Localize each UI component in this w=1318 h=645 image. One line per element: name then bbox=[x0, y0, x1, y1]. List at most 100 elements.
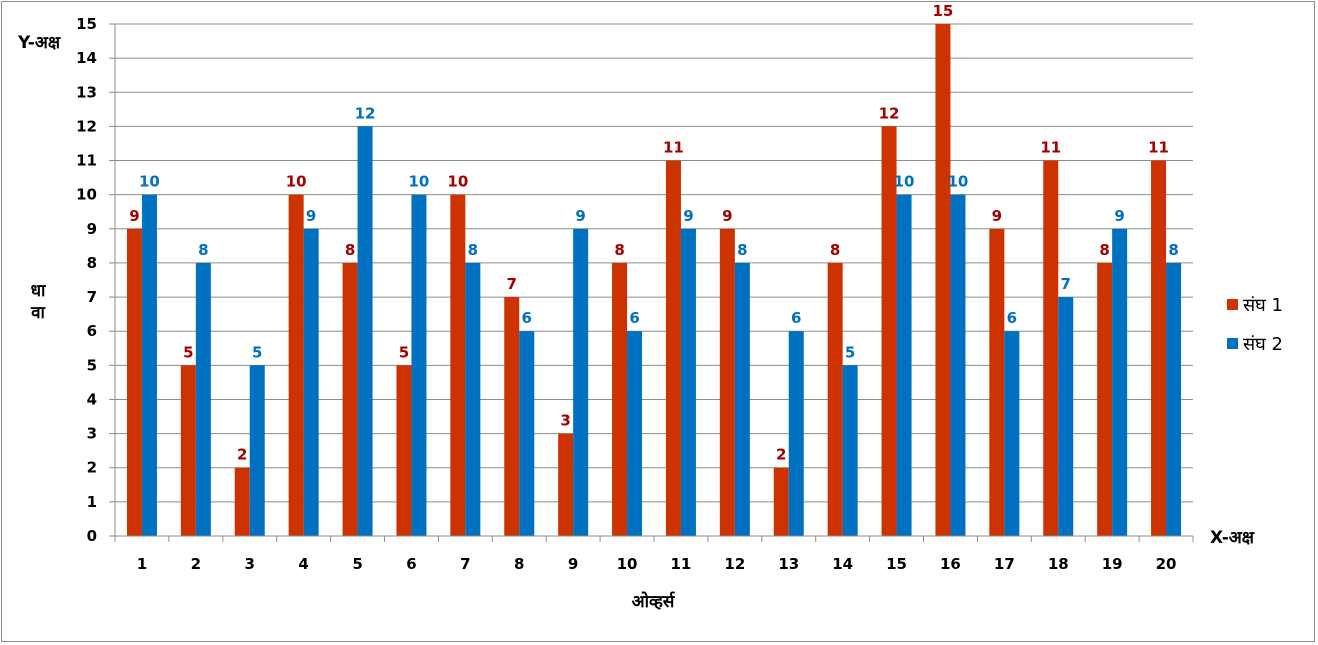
legend-label-series-1: संघ 1 bbox=[1243, 295, 1283, 316]
bar-series-2 bbox=[357, 126, 373, 537]
y-tick-label: 8 bbox=[87, 254, 97, 272]
data-label-series-1: 15 bbox=[933, 2, 954, 20]
x-tick-label: 11 bbox=[671, 555, 692, 573]
bar-series-1 bbox=[719, 228, 735, 537]
data-label-series-2: 8 bbox=[1168, 241, 1178, 259]
data-label-series-2: 9 bbox=[575, 207, 585, 225]
data-label-series-2: 6 bbox=[522, 309, 532, 327]
y-tick-label: 7 bbox=[87, 288, 97, 306]
y-axis-title: धा वा bbox=[30, 281, 46, 323]
x-tick-label: 8 bbox=[514, 555, 524, 573]
data-label-series-1: 9 bbox=[722, 207, 732, 225]
legend-swatch-series-2 bbox=[1227, 338, 1238, 349]
data-label-series-1: 8 bbox=[345, 241, 355, 259]
y-tick-label: 6 bbox=[87, 322, 97, 340]
x-tick-label: 19 bbox=[1102, 555, 1123, 573]
bar-series-2 bbox=[788, 331, 804, 536]
bar-series-2 bbox=[411, 194, 427, 536]
x-axis-title: ओव्हर्स bbox=[632, 591, 676, 612]
data-label-series-2: 6 bbox=[1007, 309, 1017, 327]
x-tick-label: 9 bbox=[568, 555, 578, 573]
y-tick-label: 11 bbox=[76, 152, 97, 170]
x-tick-label: 18 bbox=[1048, 555, 1069, 573]
bar-series-1 bbox=[989, 228, 1005, 537]
data-label-series-1: 11 bbox=[1040, 139, 1061, 157]
data-label-series-2: 10 bbox=[409, 173, 430, 191]
data-label-series-1: 11 bbox=[1148, 139, 1169, 157]
bar-series-1 bbox=[342, 262, 358, 536]
legend-swatch-series-1 bbox=[1227, 299, 1238, 310]
y-tick-label: 14 bbox=[76, 49, 97, 67]
bar-series-2 bbox=[627, 331, 643, 536]
y-tick-label: 15 bbox=[76, 15, 97, 33]
x-tick-label: 3 bbox=[245, 555, 255, 573]
bar-series-2 bbox=[734, 262, 750, 536]
data-label-series-1: 3 bbox=[560, 412, 570, 430]
data-label-series-1: 8 bbox=[1099, 241, 1109, 259]
data-label-series-1: 5 bbox=[399, 343, 409, 361]
bar-series-1 bbox=[234, 467, 250, 536]
gridlines bbox=[115, 23, 1193, 503]
x-tick-label: 7 bbox=[460, 555, 470, 573]
bar-series-1 bbox=[126, 228, 142, 537]
data-labels: 9 5 2 10 8 5 10 7 3 8 11 9 2 8 12 15 9 11 8 11 10 8 5 9 12 10 8 6 9 6… bbox=[129, 2, 1179, 464]
y-tick-label: 9 bbox=[87, 220, 97, 238]
y-tick-label: 0 bbox=[87, 527, 97, 545]
data-label-series-2: 9 bbox=[683, 207, 693, 225]
y-tick-label: 1 bbox=[87, 493, 97, 511]
y-tick-label: 2 bbox=[87, 459, 97, 477]
x-tick-label: 13 bbox=[778, 555, 799, 573]
x-tick-label: 1 bbox=[137, 555, 147, 573]
x-tick-label: 14 bbox=[832, 555, 853, 573]
bar-series-2 bbox=[1112, 228, 1128, 537]
data-label-series-1: 9 bbox=[992, 207, 1002, 225]
legend: संघ 1 संघ 2 bbox=[1227, 295, 1283, 355]
bar-series-1 bbox=[773, 467, 789, 536]
bars bbox=[126, 24, 1182, 537]
x-tick-label: 4 bbox=[298, 555, 308, 573]
x-tick-label: 5 bbox=[352, 555, 362, 573]
data-label-series-1: 8 bbox=[830, 241, 840, 259]
data-label-series-1: 8 bbox=[614, 241, 624, 259]
x-tick-label: 12 bbox=[724, 555, 745, 573]
data-label-series-1: 2 bbox=[237, 446, 247, 464]
data-label-series-2: 12 bbox=[355, 104, 376, 122]
y-tick-label: 12 bbox=[76, 117, 97, 135]
x-tick-label: 2 bbox=[191, 555, 201, 573]
data-label-series-1: 9 bbox=[129, 207, 139, 225]
data-label-series-2: 8 bbox=[468, 241, 478, 259]
bar-series-2 bbox=[1058, 297, 1074, 536]
bar-series-1 bbox=[612, 262, 628, 536]
bar-series-2 bbox=[249, 365, 265, 536]
bar-series-1 bbox=[396, 365, 412, 536]
bar-series-1 bbox=[504, 297, 520, 536]
y-tick-label: 3 bbox=[87, 425, 97, 443]
bar-series-1 bbox=[827, 262, 843, 536]
x-tick-label: 6 bbox=[406, 555, 416, 573]
x-tick-label: 10 bbox=[617, 555, 638, 573]
bar-series-1 bbox=[450, 194, 466, 536]
y-tick-label: 13 bbox=[76, 83, 97, 101]
legend-label-series-2: संघ 2 bbox=[1243, 334, 1283, 355]
x-tick-label: 16 bbox=[940, 555, 961, 573]
bar-series-1 bbox=[935, 24, 951, 536]
x-tick-label: 20 bbox=[1156, 555, 1177, 573]
y-tick-label: 5 bbox=[87, 356, 97, 374]
data-label-series-1: 5 bbox=[183, 343, 193, 361]
bar-series-2 bbox=[141, 194, 157, 536]
data-label-series-1: 2 bbox=[776, 446, 786, 464]
bar-series-2 bbox=[195, 262, 211, 536]
data-label-series-2: 6 bbox=[629, 309, 639, 327]
bar-series-1 bbox=[1043, 160, 1059, 537]
bar-series-2 bbox=[303, 228, 319, 537]
bar-series-2 bbox=[1166, 262, 1182, 536]
data-label-series-2: 9 bbox=[306, 207, 316, 225]
data-label-series-2: 10 bbox=[139, 173, 160, 191]
data-label-series-2: 9 bbox=[1114, 207, 1124, 225]
data-label-series-2: 6 bbox=[791, 309, 801, 327]
data-label-series-2: 5 bbox=[845, 343, 855, 361]
y-axis-name: Y-अक्ष bbox=[17, 33, 61, 53]
data-label-series-1: 7 bbox=[507, 275, 517, 293]
